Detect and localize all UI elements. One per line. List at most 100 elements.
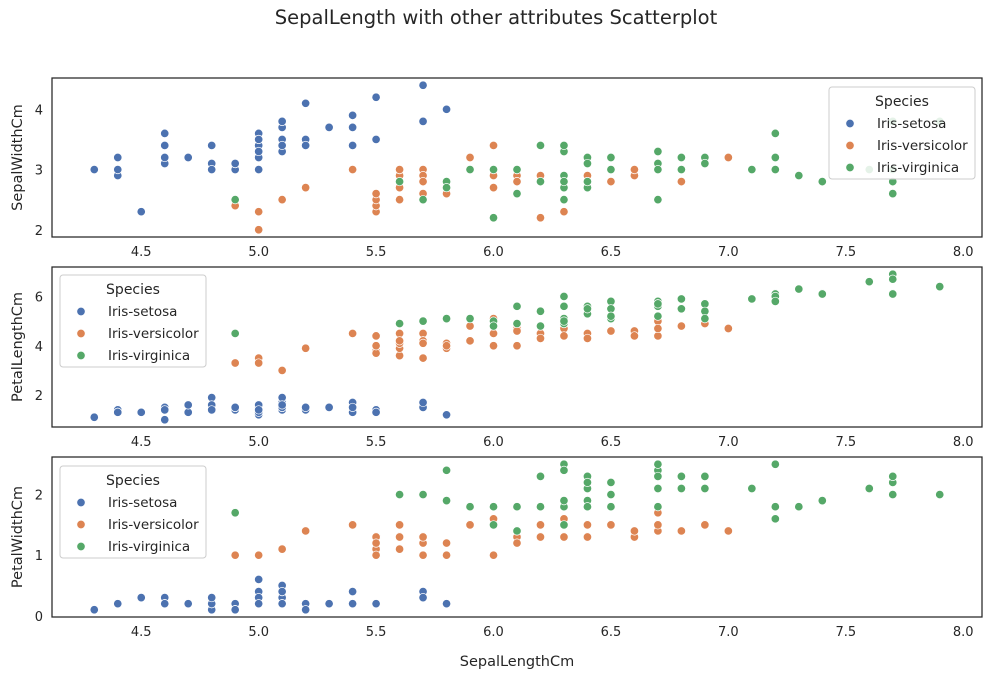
data-point — [512, 165, 522, 175]
data-point — [653, 520, 663, 530]
data-point — [770, 296, 780, 306]
data-point — [418, 316, 428, 326]
data-point — [160, 152, 170, 163]
x-tick-label: 4.5 — [131, 245, 152, 260]
data-point — [606, 326, 616, 336]
data-point — [700, 471, 710, 481]
data-point — [441, 314, 452, 324]
data-point — [723, 323, 733, 334]
data-point — [559, 301, 569, 311]
y-tick-label: 4 — [35, 340, 43, 355]
x-axis-label: SepalLengthCm — [460, 654, 575, 670]
data-point — [629, 331, 639, 341]
data-point — [606, 152, 616, 163]
data-point — [535, 333, 546, 343]
data-point — [817, 496, 827, 506]
data-point — [230, 328, 240, 338]
data-point — [441, 538, 452, 548]
data-point — [512, 526, 522, 536]
data-point — [770, 502, 780, 512]
data-point — [301, 605, 311, 615]
data-point — [606, 177, 616, 187]
legend-label: Iris-versicolor — [108, 326, 199, 342]
data-point — [348, 402, 358, 412]
data-point — [254, 165, 264, 175]
data-point — [535, 502, 546, 512]
data-point — [770, 165, 780, 175]
data-point — [535, 306, 546, 316]
data-point — [864, 277, 874, 287]
data-point — [676, 526, 686, 536]
data-point — [794, 171, 804, 181]
data-point — [230, 158, 240, 169]
data-point — [488, 502, 499, 512]
data-point — [559, 465, 569, 475]
x-tick-label: 4.5 — [131, 435, 152, 450]
data-point — [794, 284, 804, 294]
y-tick-label: 2 — [35, 389, 43, 404]
data-point — [254, 550, 264, 560]
data-point — [207, 405, 217, 415]
x-tick-label: 7.0 — [718, 625, 739, 640]
data-point — [559, 177, 569, 187]
legend-marker — [845, 162, 855, 173]
data-point — [160, 405, 170, 415]
data-point — [488, 321, 499, 331]
data-point — [888, 189, 898, 199]
legend-marker — [76, 541, 86, 552]
legend-marker — [845, 140, 855, 151]
data-point — [254, 225, 264, 235]
data-point — [653, 195, 663, 205]
data-point — [465, 502, 475, 512]
data-point — [441, 599, 452, 609]
data-point — [395, 195, 405, 205]
data-point — [371, 599, 381, 609]
data-point — [676, 483, 686, 494]
y-tick-label: 2 — [35, 224, 43, 239]
data-point — [254, 599, 264, 609]
x-tick-label: 6.5 — [601, 625, 622, 640]
data-point — [888, 274, 898, 284]
data-point — [535, 471, 546, 481]
data-point — [559, 316, 569, 326]
data-point — [559, 207, 569, 217]
figure-title: SepalLength with other attributes Scatte… — [274, 6, 718, 29]
data-point — [230, 358, 240, 368]
data-point — [395, 544, 405, 554]
data-point — [160, 415, 170, 425]
legend-marker — [76, 350, 86, 361]
x-tick-label: 6.0 — [483, 435, 504, 450]
data-point — [277, 365, 287, 375]
legend-marker — [76, 328, 86, 339]
data-point — [888, 490, 898, 500]
data-point — [371, 189, 381, 199]
data-point — [512, 538, 522, 548]
data-point — [277, 599, 287, 609]
data-point — [277, 400, 287, 410]
x-tick-label: 8.0 — [953, 245, 974, 260]
data-point — [441, 410, 452, 420]
data-point — [676, 294, 686, 304]
legend-title: Species — [875, 94, 929, 110]
x-tick-label: 7.5 — [835, 435, 856, 450]
data-point — [676, 152, 686, 163]
data-point — [113, 165, 123, 175]
y-axis-label: PetalWidthCm — [10, 486, 26, 588]
data-point — [418, 490, 428, 500]
series-iris-setosa — [89, 392, 452, 425]
data-point — [348, 165, 358, 175]
data-point — [770, 128, 780, 138]
data-point — [700, 483, 710, 494]
legend-label: Iris-virginica — [108, 348, 190, 364]
data-point — [254, 134, 264, 144]
data-point — [348, 586, 358, 597]
data-point — [488, 183, 499, 193]
data-point — [207, 165, 217, 175]
x-tick-label: 7.5 — [835, 245, 856, 260]
data-point — [465, 152, 475, 163]
data-point — [418, 353, 428, 363]
data-point — [301, 140, 311, 150]
series-iris-virginica — [230, 269, 945, 338]
legend: Species Iris-setosa Iris-versicolor Iris-vi… — [828, 86, 976, 180]
data-point — [653, 483, 663, 494]
